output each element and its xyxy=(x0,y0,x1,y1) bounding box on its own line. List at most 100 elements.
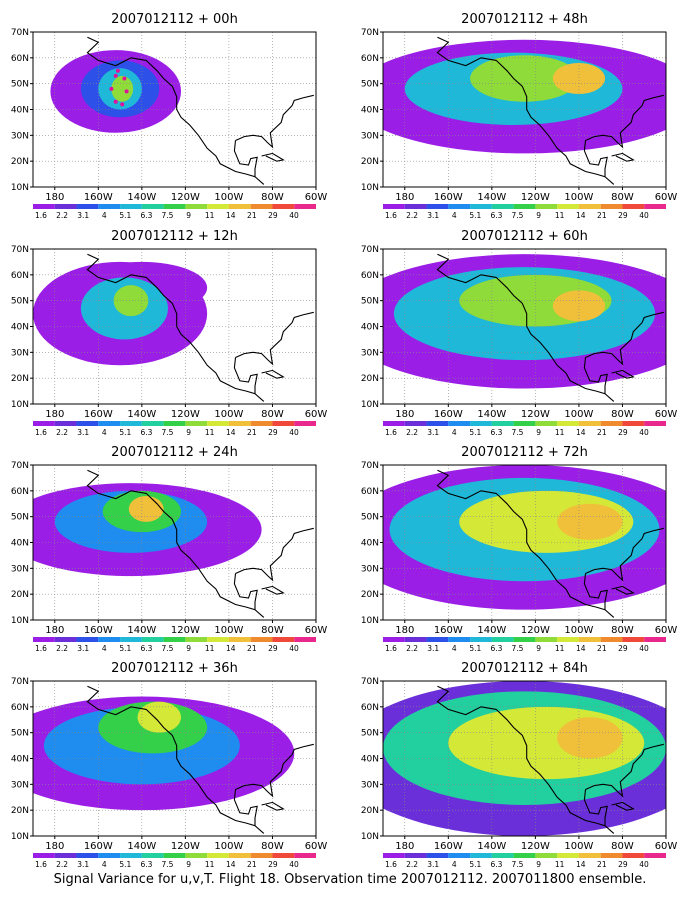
colorbar-label: 29 xyxy=(618,860,628,869)
colorbar-label: 11 xyxy=(555,644,565,653)
colorbar-label: 29 xyxy=(618,644,628,653)
colorbar-label: 40 xyxy=(289,428,299,437)
coastline xyxy=(233,140,258,177)
colorbar-label: 1.6 xyxy=(35,211,47,220)
colorbar-swatch xyxy=(491,637,514,642)
colorbar-swatch xyxy=(644,637,666,642)
lon-tick-label: 100W xyxy=(214,625,243,636)
lon-tick-label: 180 xyxy=(395,625,414,636)
colorbar-swatch xyxy=(622,421,645,426)
lat-tick-label: 20N xyxy=(11,157,29,167)
lat-tick-label: 70N xyxy=(361,677,379,687)
map-panel-24h: 2007012112 + 24h 70N 60N 50N 40N 30N 20N 10N 180… xyxy=(11,445,328,653)
colorbar-swatch xyxy=(141,853,164,858)
lat-tick-label: 20N xyxy=(361,590,379,600)
lat-tick-label: 20N xyxy=(361,374,379,384)
coastline xyxy=(583,789,608,826)
lat-tick-label: 30N xyxy=(11,780,29,790)
coastline xyxy=(436,685,615,834)
colorbar-label: 4 xyxy=(452,644,457,653)
panel-title: 2007012112 + 60h xyxy=(461,229,588,244)
lon-tick-label: 160W xyxy=(434,841,463,852)
lon-tick-label: 80W xyxy=(261,625,284,636)
colorbar-label: 5.1 xyxy=(119,860,131,869)
colorbar-swatch xyxy=(120,637,142,642)
colorbar-swatch xyxy=(383,853,405,858)
flight-track-point xyxy=(124,89,129,94)
colorbar-swatch xyxy=(163,637,186,642)
gridlines xyxy=(383,465,666,620)
colorbar-swatch xyxy=(448,637,471,642)
colorbar-label: 40 xyxy=(289,860,299,869)
lat-tick-label: 30N xyxy=(11,131,29,141)
lat-tick-label: 50N xyxy=(11,513,29,523)
colorbar-label: 7.5 xyxy=(162,644,174,653)
panel-title: 2007012112 + 12h xyxy=(111,229,238,244)
panel-title: 2007012112 + 24h xyxy=(111,445,238,460)
colorbar-swatch xyxy=(272,637,295,642)
lat-tick-label: 60N xyxy=(11,487,29,497)
colorbar-swatch xyxy=(448,853,471,858)
colorbar-label: 5.1 xyxy=(469,644,481,653)
colorbar-swatch xyxy=(600,637,623,642)
colorbar-swatch xyxy=(185,637,208,642)
colorbar-swatch xyxy=(578,204,601,209)
lat-tick-label: 10N xyxy=(361,183,379,193)
lon-tick-label: 180 xyxy=(395,409,414,420)
colorbar-swatch xyxy=(185,204,208,209)
colorbar-label: 6.3 xyxy=(490,644,502,653)
lon-tick-label: 140W xyxy=(127,192,156,203)
colorbar-label: 9 xyxy=(186,860,191,869)
colorbar-swatch xyxy=(120,204,142,209)
colorbar-swatch xyxy=(207,204,229,209)
colorbar-swatch xyxy=(54,637,77,642)
lat-tick-label: 70N xyxy=(11,677,29,687)
colorbar-label: 6.3 xyxy=(140,860,152,869)
lat-tick-label: 50N xyxy=(361,729,379,739)
colorbar-label: 14 xyxy=(226,211,236,220)
colorbar-label: 1.6 xyxy=(35,860,47,869)
coastline xyxy=(261,152,285,162)
colorbar-swatch xyxy=(535,204,558,209)
lat-tick-label: 50N xyxy=(11,80,29,90)
gridlines xyxy=(383,681,666,836)
lon-tick-label: 160W xyxy=(434,409,463,420)
colorbar-swatch xyxy=(557,204,579,209)
colorbar-label: 6.3 xyxy=(140,211,152,220)
map-panel-12h: 2007012112 + 12h 70N 60N 50N 40N 30N 20N 10N 180… xyxy=(11,229,328,437)
colorbar-swatch xyxy=(98,204,121,209)
colorbar-swatch xyxy=(228,421,251,426)
map-panel-48h: 2007012112 + 48h 70N 60N 50N 40N 30N 20N 10N 180… xyxy=(361,12,678,220)
panel-title: 2007012112 + 00h xyxy=(111,12,238,27)
coastline xyxy=(235,311,314,366)
coastline xyxy=(235,94,314,149)
colorbar-label: 3.1 xyxy=(77,644,89,653)
colorbar-swatch xyxy=(33,204,55,209)
coastline xyxy=(261,801,285,811)
colorbar-label: 7.5 xyxy=(512,644,524,653)
colorbar-label: 29 xyxy=(268,428,278,437)
lon-tick-label: 100W xyxy=(564,192,593,203)
lon-tick-label: 140W xyxy=(477,192,506,203)
variance-contour xyxy=(111,75,134,102)
coastline xyxy=(233,789,258,826)
colorbar-label: 9 xyxy=(186,644,191,653)
map-panel-72h: 2007012112 + 72h 70N 60N 50N 40N 30N 20N 10N 180… xyxy=(361,445,678,653)
colorbar-swatch xyxy=(76,204,99,209)
colorbar-swatch xyxy=(557,421,579,426)
colorbar-label: 6.3 xyxy=(140,644,152,653)
colorbar-label: 6.3 xyxy=(140,428,152,437)
variance-contour xyxy=(557,503,623,540)
colorbar: 1.6 2.2 3.1 4 5.1 6.3 7.5 9 11 14 21 29 40 xyxy=(383,421,666,437)
gridlines xyxy=(33,465,316,620)
colorbar: 1.6 2.2 3.1 4 5.1 6.3 7.5 9 11 14 21 29 40 xyxy=(33,204,316,220)
colorbar-swatch xyxy=(76,421,99,426)
colorbar-swatch xyxy=(470,204,492,209)
colorbar-swatch xyxy=(470,853,492,858)
colorbar-label: 3.1 xyxy=(427,428,439,437)
colorbar-label: 6.3 xyxy=(490,860,502,869)
lat-tick-label: 60N xyxy=(361,54,379,64)
colorbar-label: 14 xyxy=(576,860,586,869)
colorbar-label: 4 xyxy=(102,211,107,220)
variance-contour xyxy=(552,63,606,94)
